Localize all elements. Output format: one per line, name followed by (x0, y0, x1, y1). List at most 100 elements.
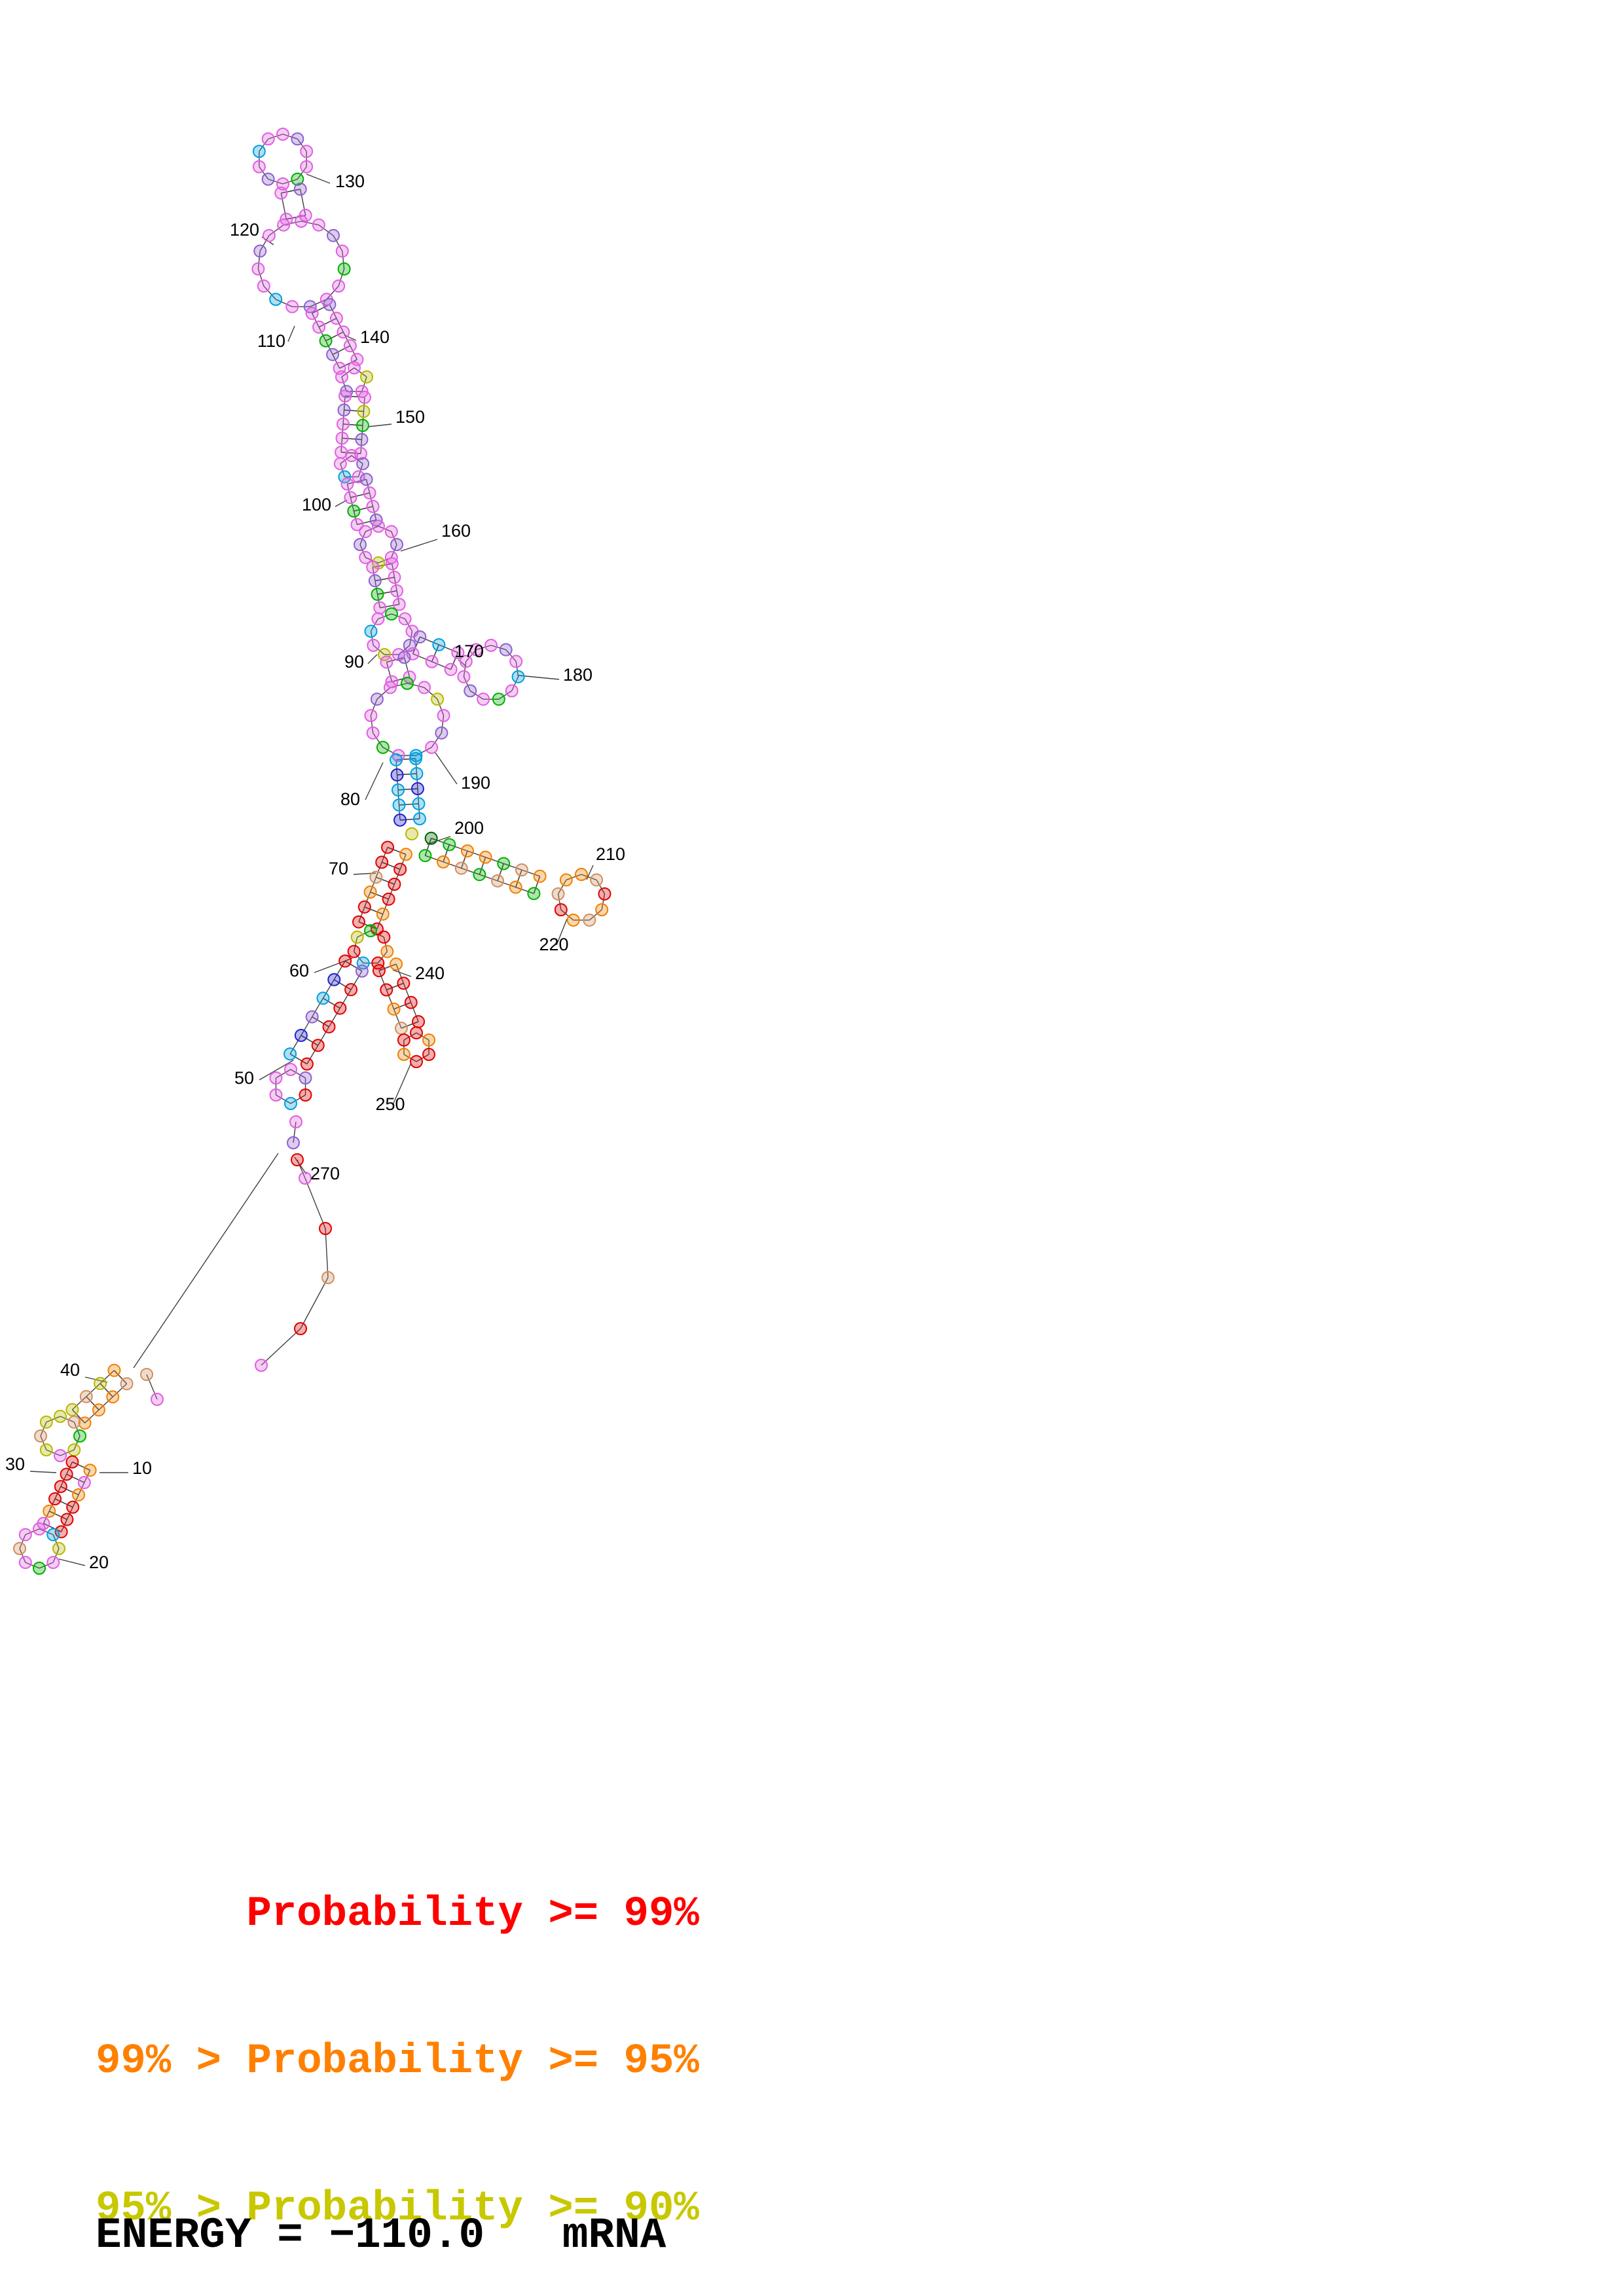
nucleotide (418, 681, 431, 694)
backbone-line (533, 876, 541, 894)
backbone-line (370, 698, 378, 716)
nucleotide (337, 262, 351, 276)
backbone-line (341, 367, 355, 378)
nucleotide (300, 1057, 314, 1071)
backbone-line (314, 958, 353, 973)
backbone-line (412, 636, 421, 655)
nucleotide (52, 1542, 65, 1555)
backbone-line (377, 590, 397, 595)
nucleotide (77, 1476, 91, 1490)
backbone-line (586, 865, 594, 880)
backbone-line (505, 649, 517, 662)
nucleotide (291, 132, 304, 146)
backbone-line (392, 564, 395, 578)
backbone-line (397, 773, 417, 776)
nucleotide (425, 740, 439, 754)
nucleotide (390, 768, 404, 781)
backbone-line (360, 439, 363, 454)
backbone-line (332, 354, 340, 369)
nucleotide (412, 1014, 426, 1028)
nucleotide (319, 1222, 332, 1235)
backbone-line (376, 914, 384, 929)
nucleotide (305, 306, 319, 320)
nucleotide (293, 183, 307, 196)
backbone-line (357, 519, 376, 526)
backbone-line (380, 603, 399, 609)
backbone-line (435, 752, 458, 785)
probability-legend: Probability >= 99% 99% > Probability >= … (96, 1792, 699, 2296)
nucleotide (322, 1020, 336, 1033)
backbone-line (463, 661, 467, 677)
backbone-line (370, 715, 374, 733)
nucleotide (404, 996, 418, 1009)
backbone-line (259, 235, 270, 251)
nucleotide (79, 1390, 93, 1403)
backbone-line (25, 1528, 40, 1535)
nucleotide (39, 1415, 53, 1429)
backbone-line (332, 345, 351, 355)
backbone-line (460, 850, 468, 869)
backbone-line (276, 1094, 291, 1104)
nucleotide (262, 228, 276, 242)
nucleotide (384, 525, 398, 539)
backbone-line (395, 963, 405, 984)
nucleotide (459, 655, 473, 668)
backbone-line (290, 1069, 306, 1079)
nucleotide (464, 684, 477, 698)
backbone-line (431, 661, 451, 670)
nucleotide (261, 132, 275, 146)
nucleotide (106, 1390, 120, 1404)
backbone-line (338, 268, 345, 287)
backbone-line (281, 188, 301, 194)
backbone-line (60, 1416, 75, 1423)
nucleotide (359, 473, 373, 486)
nucleotide (269, 293, 283, 306)
nucleotide (46, 1556, 60, 1570)
backbone-line (467, 850, 486, 858)
nucleotide (410, 782, 424, 796)
backbone-line (259, 138, 269, 152)
nucleotide (566, 913, 580, 927)
backbone-line (29, 1471, 57, 1473)
nucleotide (347, 944, 361, 958)
nucleotide (366, 499, 380, 513)
backbone-line (449, 844, 468, 852)
backbone-line (306, 1045, 319, 1064)
backbone-line (369, 876, 377, 893)
backbone-line (372, 567, 376, 581)
backbone-line (404, 619, 413, 632)
nucleotide (340, 477, 354, 491)
nucleotide (252, 160, 266, 173)
backbone-line (393, 869, 401, 885)
nucleotide (261, 172, 275, 186)
backbone-line (73, 1422, 81, 1437)
backbone-line (342, 410, 345, 425)
nucleotide (378, 648, 392, 662)
nucleotide (392, 798, 406, 812)
backbone-line (393, 1001, 412, 1010)
nucleotide (366, 726, 380, 740)
nucleotide (394, 1022, 408, 1035)
backbone-line (557, 893, 562, 910)
nucleotide (291, 1153, 304, 1166)
nucleotide (451, 646, 465, 660)
backbone-line (393, 577, 397, 591)
backbone-line (326, 285, 339, 300)
nucleotide (352, 470, 365, 484)
backbone-line (325, 1228, 329, 1278)
nucleotide (491, 874, 505, 888)
nucleotide (356, 419, 369, 433)
backbone-line (43, 1511, 50, 1524)
nucleotide (348, 361, 361, 374)
backbone-line (282, 134, 298, 139)
nucleotide (345, 449, 358, 462)
backbone-line (333, 235, 343, 251)
nucleotide (360, 370, 374, 384)
backbone-line (361, 376, 367, 392)
backbone-line (346, 484, 352, 498)
nucleotide (387, 1002, 401, 1016)
backbone-line (461, 867, 480, 875)
nucleotide (473, 868, 486, 882)
backbone-line (60, 1486, 79, 1496)
